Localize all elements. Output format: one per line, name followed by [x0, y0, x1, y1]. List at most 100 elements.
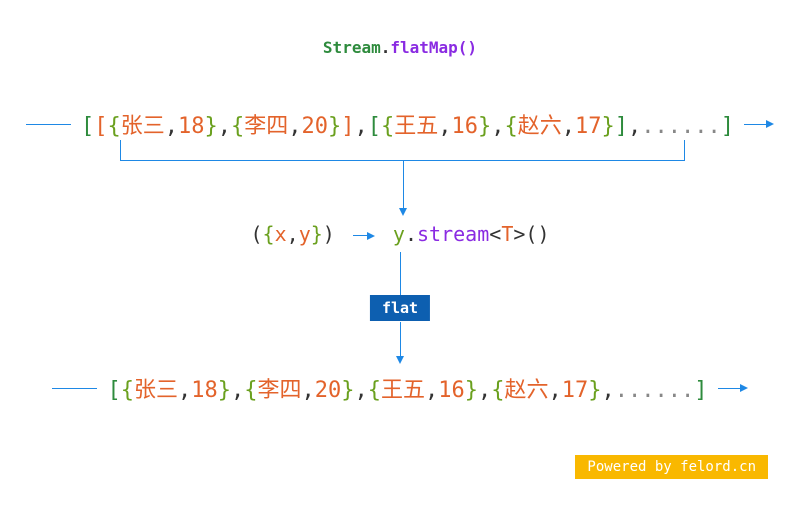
- flat-badge: flat: [370, 295, 430, 321]
- group1-close: ]: [341, 114, 354, 139]
- arrow-right-out: [744, 120, 774, 128]
- item-val: 17: [575, 114, 602, 139]
- paren-open: (: [251, 222, 263, 246]
- flat-bracket-open: [: [107, 378, 120, 403]
- comma: ,: [355, 378, 368, 403]
- arrow-line: [744, 124, 766, 125]
- lambda-arrow-icon: [353, 232, 375, 240]
- bracket-left: [120, 140, 121, 160]
- flat-bracket-close: ]: [694, 378, 707, 403]
- comma: ,: [425, 378, 438, 403]
- paren-close: ): [323, 222, 335, 246]
- item-name: 张三: [134, 378, 178, 403]
- brace: }: [478, 114, 491, 139]
- arrow-head-icon: [766, 120, 774, 128]
- connector-after-badge: [400, 322, 401, 356]
- item-val: 17: [562, 378, 589, 403]
- comma: ,: [302, 378, 315, 403]
- lambda-T: T: [501, 222, 513, 246]
- brace: }: [204, 114, 217, 139]
- ellipsis: ......: [641, 114, 720, 139]
- footer-credit: Powered by felord.cn: [575, 455, 768, 479]
- lambda-y: y: [299, 222, 311, 246]
- lambda-parens: (): [525, 222, 549, 246]
- brace: {: [121, 378, 134, 403]
- arrow-head-icon: [367, 232, 375, 240]
- brace: }: [602, 114, 615, 139]
- group2-open: [: [368, 114, 381, 139]
- item-val: 16: [452, 114, 479, 139]
- title-method: flatMap(): [390, 38, 477, 57]
- item-name: 张三: [121, 114, 165, 139]
- brace: {: [381, 114, 394, 139]
- arrow-down-icon: [399, 208, 407, 216]
- ellipsis: ......: [615, 378, 694, 403]
- brace: }: [341, 378, 354, 403]
- lambda-expression: ({x,y}) y.stream<T>(): [0, 222, 800, 246]
- arrow-line: [718, 388, 740, 389]
- brace: }: [588, 378, 601, 403]
- brace: }: [465, 378, 478, 403]
- brace: {: [107, 114, 120, 139]
- group1-open: [: [94, 114, 107, 139]
- item-val: 18: [178, 114, 205, 139]
- diagram-title: Stream.flatMap(): [0, 38, 800, 57]
- comma: ,: [178, 378, 191, 403]
- lambda-lt: <: [489, 222, 501, 246]
- arrow-line: [353, 235, 367, 236]
- arrow-line: [52, 388, 97, 389]
- brace: {: [491, 378, 504, 403]
- lambda-gt: >: [513, 222, 525, 246]
- arrow-down-icon: [396, 356, 404, 364]
- comma: ,: [218, 114, 231, 139]
- output-row: [{张三,18},{李四,20},{王五,16},{赵六,17},......]: [0, 372, 800, 404]
- nested-list: [[{张三,18},{李四,20}],[{王五,16},{赵六,17}],...…: [81, 108, 734, 140]
- comma: ,: [231, 378, 244, 403]
- item-name: 李四: [257, 378, 301, 403]
- comma: ,: [165, 114, 178, 139]
- lambda-comma: ,: [287, 222, 299, 246]
- arrow-right-out: [718, 384, 748, 392]
- lambda-y2: y: [393, 222, 405, 246]
- brace-close: }: [311, 222, 323, 246]
- title-class: Stream: [323, 38, 381, 57]
- lambda-dot: .: [405, 222, 417, 246]
- comma: ,: [602, 378, 615, 403]
- bracket-connector: [120, 140, 685, 190]
- brace: {: [505, 114, 518, 139]
- comma: ,: [438, 114, 451, 139]
- comma: ,: [628, 114, 641, 139]
- comma: ,: [549, 378, 562, 403]
- title-dot: .: [381, 38, 391, 57]
- lambda-stream: stream: [417, 222, 489, 246]
- arrow-left-in: [52, 388, 97, 389]
- bracket-vertical: [403, 160, 404, 208]
- arrow-head-icon: [740, 384, 748, 392]
- comma: ,: [562, 114, 575, 139]
- arrow-left-in: [26, 124, 71, 125]
- brace: {: [368, 378, 381, 403]
- item-val: 20: [302, 114, 329, 139]
- arrow-line: [26, 124, 71, 125]
- item-name: 赵六: [505, 378, 549, 403]
- item-val: 16: [438, 378, 465, 403]
- brace-open: {: [263, 222, 275, 246]
- item-name: 王五: [381, 378, 425, 403]
- connector-to-badge: [400, 252, 401, 296]
- item-name: 赵六: [518, 114, 562, 139]
- brace: {: [244, 378, 257, 403]
- outer-bracket-close: ]: [721, 114, 734, 139]
- bracket-right: [684, 140, 685, 160]
- item-val: 20: [315, 378, 342, 403]
- comma: ,: [491, 114, 504, 139]
- group2-close: ]: [615, 114, 628, 139]
- lambda-x: x: [275, 222, 287, 246]
- brace: {: [231, 114, 244, 139]
- comma: ,: [288, 114, 301, 139]
- comma: ,: [478, 378, 491, 403]
- brace: }: [218, 378, 231, 403]
- comma: ,: [355, 114, 368, 139]
- outer-bracket-open: [: [81, 114, 94, 139]
- flat-list: [{张三,18},{李四,20},{王五,16},{赵六,17},......]: [107, 372, 707, 404]
- input-row: [[{张三,18},{李四,20}],[{王五,16},{赵六,17}],...…: [0, 108, 800, 140]
